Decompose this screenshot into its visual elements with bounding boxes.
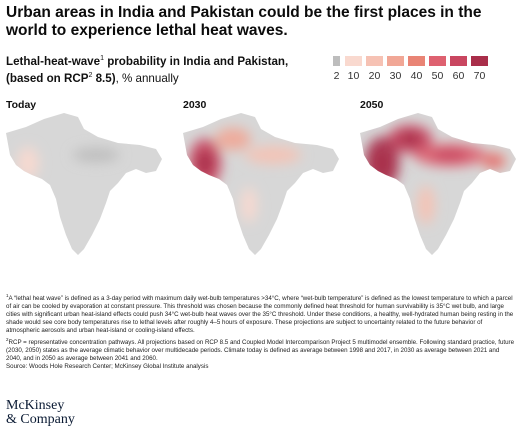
footnote-text: RCP = representative concentration pathw… xyxy=(6,338,515,362)
hotspot-core xyxy=(431,149,469,161)
legend-swatch xyxy=(333,56,340,66)
hotspot-ganges-plain xyxy=(244,146,302,164)
panel-label-2050: 2050 xyxy=(360,99,384,111)
hotspot-core xyxy=(487,156,501,166)
india-pakistan-landmass xyxy=(6,113,162,255)
color-legend: 2 10 20 30 40 50 60 70 xyxy=(333,56,492,84)
hotspot-core xyxy=(373,149,391,177)
hotspot-coastal-india xyxy=(240,187,258,223)
hotspot-indus-valley-pakistan xyxy=(17,146,39,180)
legend-swatch xyxy=(450,56,467,66)
hotspot-coastal-india xyxy=(417,185,435,225)
legend-swatches xyxy=(333,56,492,66)
hotspot-punjab xyxy=(215,127,251,151)
footnote-marker: 2 xyxy=(6,336,9,342)
hotspot-core xyxy=(196,150,214,176)
footnote-2: 2RCP = representative concentration path… xyxy=(6,336,516,363)
logo-line-1: McKinsey xyxy=(6,398,65,413)
subtitle-footnote-1: 1 xyxy=(100,55,104,62)
footnote-text: A “lethal heat wave” is defined as a 3-d… xyxy=(6,295,514,335)
subtitle-part: (based on RCP xyxy=(6,71,89,85)
panel-label-2030: 2030 xyxy=(183,99,207,111)
chart-subtitle: Lethal-heat-wave1 probability in India a… xyxy=(6,52,306,86)
source-line: Source: Woods Hole Research Center; McKi… xyxy=(6,362,209,370)
legend-swatch xyxy=(387,56,404,66)
legend-label: 20 xyxy=(368,70,381,82)
map-2030 xyxy=(183,113,339,255)
panel-label-today: Today xyxy=(6,99,37,111)
subtitle-part: 8.5) xyxy=(92,71,116,85)
hotspot-core xyxy=(398,131,422,147)
legend-swatch xyxy=(345,56,362,66)
india-pakistan-landmass xyxy=(183,113,339,255)
legend-swatch xyxy=(366,56,383,66)
footnote-marker: 1 xyxy=(6,293,9,298)
legend-label: 40 xyxy=(410,70,423,82)
legend-swatch xyxy=(471,56,488,66)
india-pakistan-landmass xyxy=(360,113,516,255)
legend-swatch xyxy=(408,56,425,66)
legend-label: 60 xyxy=(452,70,465,82)
hotspot-ganges-plain xyxy=(72,147,120,163)
legend-label: 10 xyxy=(347,70,360,82)
footnotes: 1A “lethal heat wave” is defined as a 3-… xyxy=(6,292,516,371)
subtitle-footnote-2: 2 xyxy=(88,71,93,79)
footnote-1: 1A “lethal heat wave” is defined as a 3-… xyxy=(6,292,516,336)
legend-labels: 2 10 20 30 40 50 60 70 xyxy=(333,70,492,84)
logo-line-2: & Company xyxy=(6,412,75,427)
legend-label: 50 xyxy=(431,70,444,82)
chart-title: Urban areas in India and Pakistan could … xyxy=(6,4,482,39)
subtitle-unit: , % annually xyxy=(115,71,179,85)
mckinsey-logo: McKinsey & Company xyxy=(6,399,75,427)
subtitle-part: probability in India and Pakistan, xyxy=(103,54,289,68)
legend-swatch xyxy=(429,56,446,66)
legend-label: 30 xyxy=(389,70,402,82)
map-2050 xyxy=(360,113,516,255)
map-today xyxy=(6,113,162,255)
legend-label: 70 xyxy=(473,70,486,82)
legend-label: 2 xyxy=(333,70,340,82)
subtitle-part: Lethal-heat-wave xyxy=(6,54,101,68)
